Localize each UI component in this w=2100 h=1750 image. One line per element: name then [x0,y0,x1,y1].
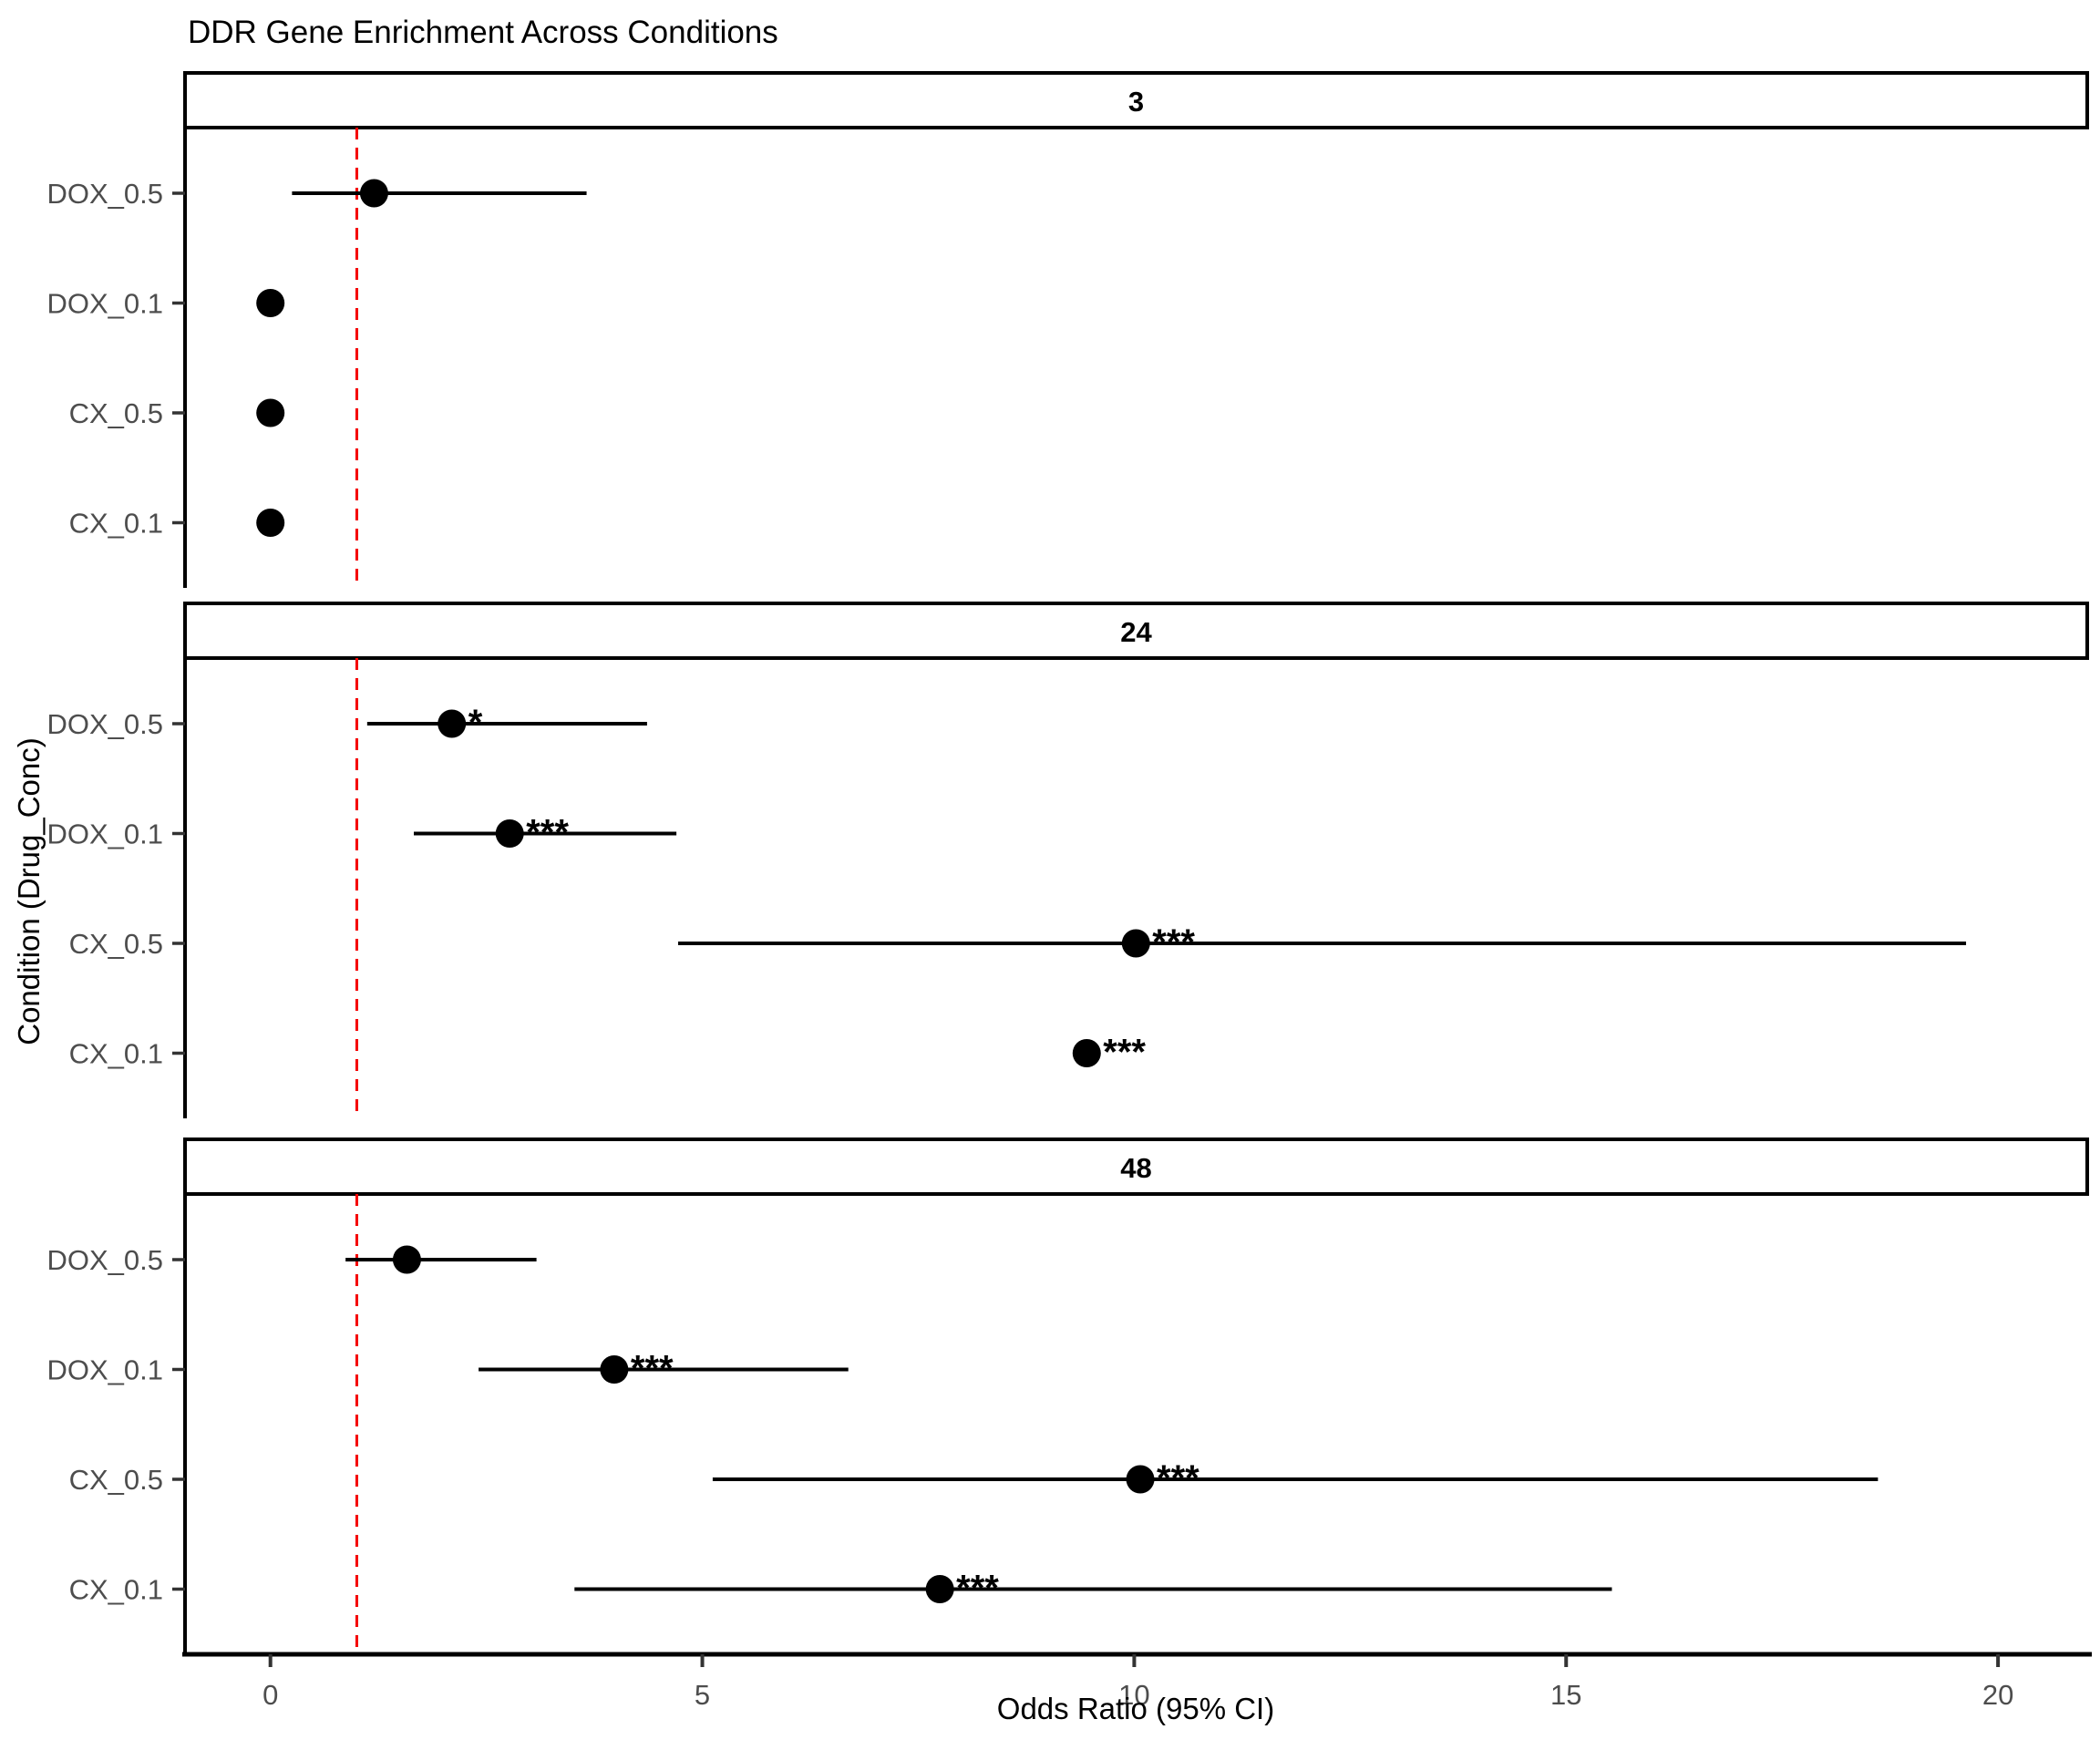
or-point [600,1355,629,1384]
facet-24: 24 DOX_0.5 * DOX_0.1 *** CX_0.5 *** CX_0.1 *** [46,602,2089,1118]
significance-stars: *** [631,1349,674,1389]
significance-stars: *** [956,1569,999,1609]
significance-stars: *** [526,813,569,853]
facet-strip [183,71,2089,129]
or-point [925,1575,954,1603]
y-tick-label: CX_0.1 [69,1038,163,1070]
y-tick-label: CX_0.5 [69,1464,163,1496]
x-tick-label: 0 [262,1679,278,1711]
significance-stars: *** [1103,1033,1146,1073]
y-tick-label: CX_0.1 [69,508,163,540]
or-point [256,398,285,427]
or-point [256,509,285,537]
facet-strip [183,602,2089,660]
facet-3: 3 DOX_0.5 DOX_0.1 CX_0.5 CX_0.1 [46,71,2089,588]
x-axis: 0 5 10 15 20 [182,1652,2092,1711]
y-tick-label: DOX_0.1 [46,1354,163,1386]
or-point [438,709,467,738]
facet-strip-label: 24 [1120,616,1152,648]
y-axis-title: Condition (Drug_Conc) [12,737,46,1045]
facet-48: 48 DOX_0.5 DOX_0.1 *** CX_0.5 *** CX_0.1 *** [46,1138,2089,1654]
y-tick-label: CX_0.1 [69,1574,163,1606]
or-point [256,289,285,317]
y-tick-label: CX_0.5 [69,928,163,960]
x-tick-label: 10 [1118,1679,1149,1711]
or-point [392,1245,421,1274]
y-tick-label: DOX_0.5 [46,1244,163,1276]
significance-stars: *** [1157,1458,1199,1498]
or-point [495,819,524,848]
or-point [1126,1465,1155,1494]
facet-strip-label: 3 [1128,86,1144,118]
x-tick-label: 20 [1982,1679,2013,1711]
x-axis-title: Odds Ratio (95% CI) [996,1692,1275,1725]
or-point [359,179,388,208]
y-tick-label: DOX_0.5 [46,178,163,210]
or-point [1072,1039,1101,1067]
x-tick-label: 5 [695,1679,710,1711]
facet-strip-label: 48 [1120,1152,1151,1184]
plot-title: DDR Gene Enrichment Across Conditions [188,15,778,50]
y-tick-label: DOX_0.1 [46,288,163,320]
facet-strip [183,1138,2089,1196]
significance-stars: *** [1152,922,1195,962]
significance-stars: * [468,703,483,743]
or-point [1121,929,1150,958]
y-tick-label: CX_0.5 [69,397,163,429]
y-tick-label: DOX_0.5 [46,708,163,740]
y-tick-label: DOX_0.1 [46,818,163,850]
x-tick-label: 15 [1550,1679,1581,1711]
